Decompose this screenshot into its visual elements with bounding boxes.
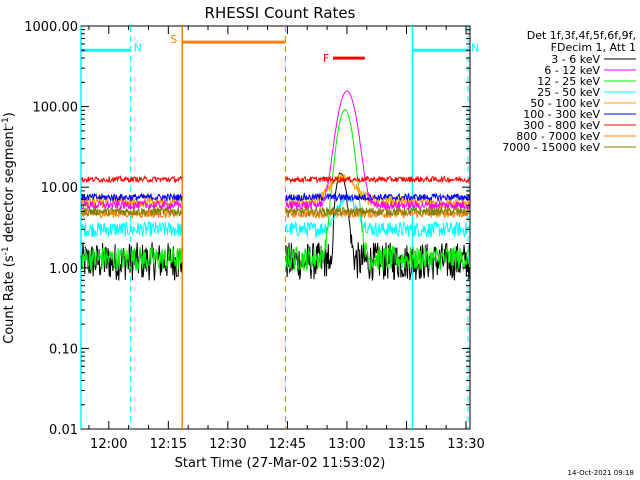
legend-header-line-1: Det 1f,3f,4f,5f,6f,9f, [527,29,636,42]
x-tick-label-1: 12:15 [150,437,187,452]
y-tick-label-3: 1.00 [49,262,78,277]
series-lines [80,90,470,281]
x-tick-label-6: 13:30 [447,437,484,452]
x-axis: 12:00 12:15 12:30 12:45 13:00 13:15 13:30 [88,26,485,452]
series-line-3 [80,193,470,239]
legend-label-5: 100 - 300 keV [523,108,600,121]
legend: Det 1f,3f,4f,5f,6f,9f, FDecim 1, Att 1 3… [502,29,636,154]
series-line-6 [81,174,470,185]
series-line-5 [80,192,470,203]
flag-label-0: N [134,41,142,54]
y-label-exp-1: -1 [1,246,11,255]
x-tick-label-5: 13:15 [388,437,425,452]
series-line-8 [80,205,470,218]
y-label-part-1: Count Rate (s [2,255,17,344]
y-label-part-3: ) [2,112,17,117]
y-label-exp-2: -1 [1,117,11,126]
y-tick-label-2: 10.00 [41,181,78,196]
y-axis: 1000.00 100.00 10.00 1.00 0.10 0.01 [24,20,470,438]
timestamp: 14-Oct-2021 09:18 [568,469,634,477]
series-line-1 [80,90,470,211]
legend-label-7: 800 - 7000 keV [516,130,600,143]
y-tick-label-4: 0.10 [49,342,78,357]
y-axis-label: Count Rate (s-1 detector segment-1) [1,112,17,344]
x-tick-label-2: 12:30 [209,437,246,452]
flag-label-2: S [170,33,177,46]
x-axis-label: Start Time (27-Mar-02 11:53:02) [175,456,386,471]
series-line-2 [80,109,470,271]
legend-label-0: 3 - 6 keV [551,53,600,66]
legend-label-6: 300 - 800 keV [523,119,600,132]
x-tick-label-3: 12:45 [269,437,306,452]
y-tick-label-1: 100.00 [33,101,79,116]
chart-title: RHESSI Count Rates [205,4,356,22]
y-tick-label-0: 1000.00 [24,20,78,35]
legend-label-1: 6 - 12 keV [544,64,600,77]
y-label-part-2: detector segment [2,126,17,246]
flag-label-1: N [471,41,479,54]
y-tick-label-5: 0.01 [49,423,78,438]
flag-label-3: F [323,52,329,65]
legend-label-8: 7000 - 15000 keV [502,141,600,154]
x-tick-label-0: 12:00 [90,437,127,452]
legend-label-3: 25 - 50 keV [537,86,600,99]
legend-label-2: 12 - 25 keV [537,75,600,88]
legend-label-4: 50 - 100 keV [530,97,600,110]
legend-header-line-2: FDecim 1, Att 1 [551,41,636,54]
x-tick-label-4: 13:00 [328,437,365,452]
